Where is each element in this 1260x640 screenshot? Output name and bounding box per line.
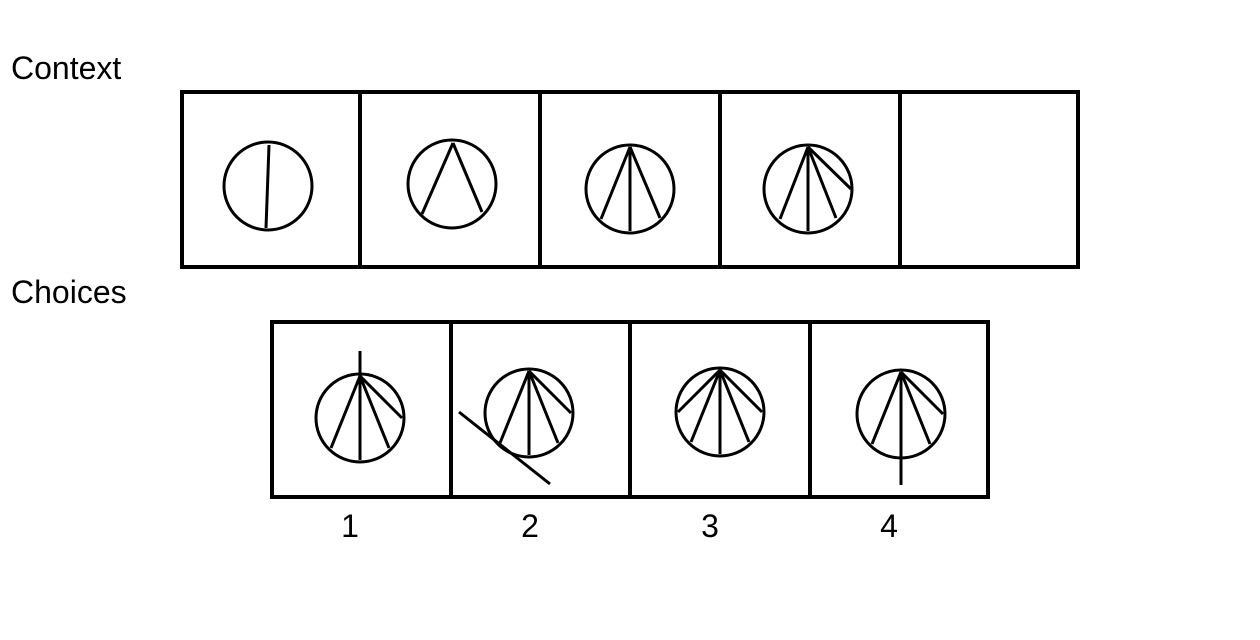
context-panel-4-figure <box>762 143 854 235</box>
context-row <box>180 90 1080 269</box>
context-frame <box>180 90 1080 269</box>
stroke-line <box>458 410 551 486</box>
stroke-line <box>676 368 722 414</box>
context-label: Context <box>11 50 122 86</box>
choice-2-figure[interactable] <box>458 367 575 486</box>
choice-4-figure[interactable] <box>855 368 947 485</box>
choices-label: Choices <box>11 274 127 310</box>
circle-shape <box>222 140 314 232</box>
context-panel-3-figure <box>584 143 676 235</box>
stroke-line <box>806 145 853 191</box>
choice-number-1: 1 <box>341 508 359 544</box>
choice-number-4: 4 <box>880 508 898 544</box>
stroke-line <box>778 146 810 220</box>
stroke-line <box>899 371 932 445</box>
stroke-line <box>689 369 722 443</box>
stroke-line <box>628 146 662 219</box>
stroke-line <box>599 146 632 220</box>
circle-shape <box>584 143 676 235</box>
stroke-line <box>870 371 903 445</box>
stroke-line <box>498 370 531 444</box>
stroke-line <box>451 142 484 213</box>
context-panel-2-figure <box>406 138 498 230</box>
stroke-line <box>527 369 573 415</box>
stroke-line <box>527 370 560 444</box>
stroke-line <box>718 369 751 443</box>
choice-number-3: 3 <box>701 508 719 544</box>
choices-row <box>270 320 990 499</box>
circle-shape <box>483 367 575 459</box>
stroke-line <box>358 374 404 420</box>
choice-number-2: 2 <box>521 508 539 544</box>
stroke-line <box>358 375 391 449</box>
stroke-line <box>718 368 764 414</box>
circle-shape <box>674 366 766 458</box>
stroke-line <box>329 375 362 449</box>
circle-shape <box>406 138 498 230</box>
context-panel-1-figure <box>222 140 314 232</box>
stroke-line <box>806 146 838 219</box>
stroke-line <box>420 142 455 215</box>
circle-shape <box>762 143 854 235</box>
choice-1-figure[interactable] <box>314 351 406 464</box>
stroke-line <box>899 370 945 416</box>
stroke-line <box>264 144 271 229</box>
choice-3-figure[interactable] <box>674 366 766 458</box>
